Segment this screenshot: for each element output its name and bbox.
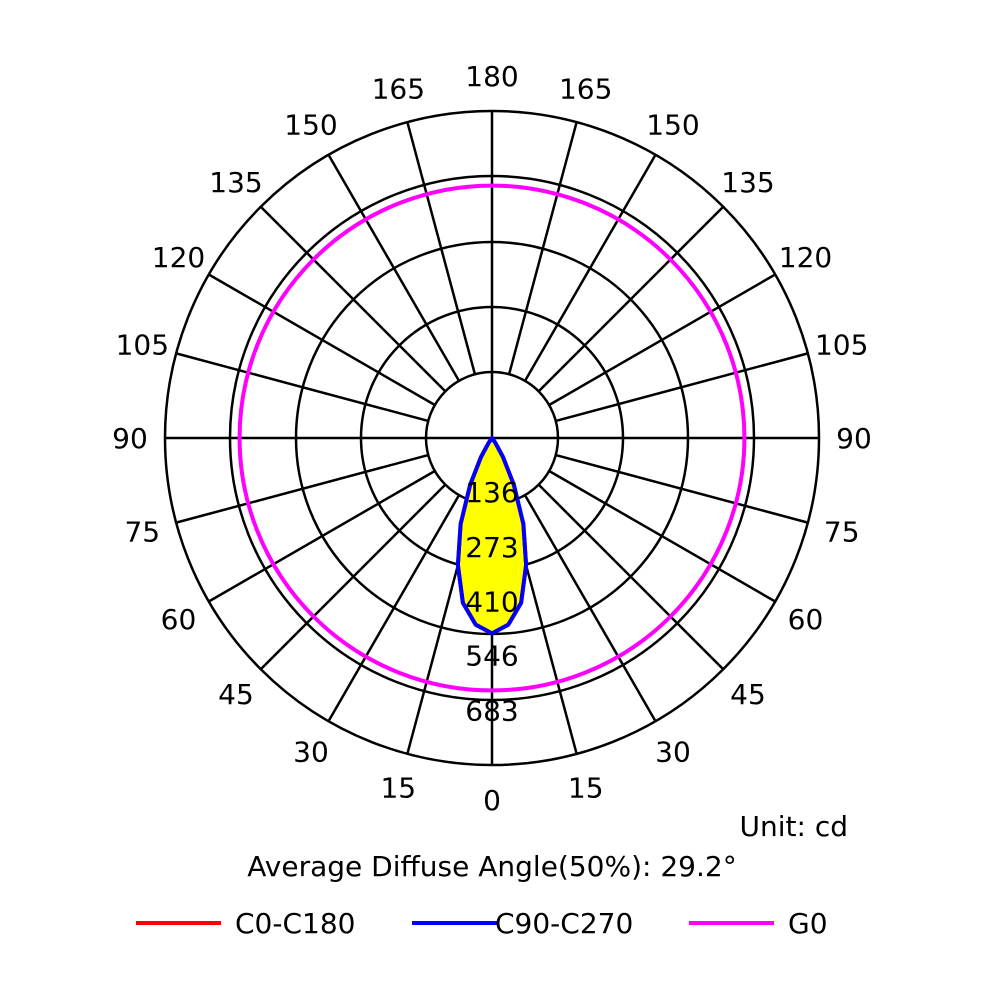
grid-spoke-135 — [537, 205, 725, 393]
angle-label-left-120: 120 — [152, 241, 205, 274]
legend-label-c0-c180: C0-C180 — [235, 907, 355, 940]
angle-label-right-15: 15 — [568, 772, 604, 805]
angle-label-right-60: 60 — [788, 603, 824, 636]
angle-label-left-30: 30 — [293, 736, 329, 769]
angle-label-top-180: 180 — [465, 60, 518, 93]
angle-label-left-90: 90 — [112, 422, 148, 455]
angle-label-left-135: 135 — [209, 166, 262, 199]
grid-spoke-75 — [555, 453, 809, 524]
radial-tick-label-273: 273 — [465, 531, 518, 564]
series-curve-c90-c270 — [455, 436, 529, 636]
grid-spoke-195 — [406, 121, 477, 375]
grid-spoke-225 — [259, 205, 447, 393]
legend: C0-C180 C90-C270 G0 — [136, 907, 828, 940]
grid-spoke-210 — [327, 154, 461, 382]
angle-label-right-30: 30 — [655, 736, 691, 769]
angle-tick-labels: 0 180 15 30 45 60 75 90 105 120 135 150 165 15 30 45 60 7… — [112, 60, 872, 817]
diffuse-angle-label: Average Diffuse Angle(50%): 29.2° — [247, 850, 736, 883]
grid-spoke-150 — [523, 154, 657, 382]
intensity-fill — [457, 438, 527, 634]
angle-label-left-165: 165 — [372, 72, 425, 105]
angle-label-right-120: 120 — [779, 241, 832, 274]
angle-label-left-105: 105 — [116, 328, 169, 361]
angle-label-left-75: 75 — [124, 516, 160, 549]
angle-label-right-45: 45 — [730, 678, 766, 711]
grid-spoke-330 — [327, 494, 461, 722]
intensity-fill-area — [457, 438, 527, 634]
angle-label-right-75: 75 — [824, 516, 860, 549]
angle-label-left-150: 150 — [284, 109, 337, 142]
radial-tick-label-136: 136 — [465, 476, 518, 509]
legend-label-c90-c270: C90-C270 — [495, 907, 633, 940]
radial-tick-labels: 136 273 410 546 683 — [465, 476, 518, 727]
angle-label-right-135: 135 — [721, 166, 774, 199]
grid-spoke-285 — [175, 453, 429, 524]
grid-spoke-240 — [208, 273, 436, 407]
angle-label-left-45: 45 — [218, 678, 254, 711]
angle-label-right-150: 150 — [646, 109, 699, 142]
radial-tick-label-546: 546 — [465, 640, 518, 673]
polar-grid — [163, 109, 821, 767]
series-curves — [237, 183, 747, 693]
angle-label-bottom-0: 0 — [483, 784, 501, 817]
unit-label: Unit: cd — [740, 810, 849, 843]
series-curve-g0 — [237, 183, 747, 693]
angle-label-left-60: 60 — [161, 603, 197, 636]
legend-label-g0: G0 — [788, 907, 828, 940]
angle-label-left-15: 15 — [380, 772, 416, 805]
angle-label-right-165: 165 — [559, 72, 612, 105]
angle-label-right-90: 90 — [836, 422, 872, 455]
radial-tick-label-410: 410 — [465, 586, 518, 619]
grid-spoke-300 — [208, 469, 436, 603]
grid-spoke-120 — [548, 273, 776, 407]
grid-spoke-45 — [537, 483, 725, 671]
grid-spoke-30 — [523, 494, 657, 722]
grid-spoke-60 — [548, 469, 776, 603]
radial-tick-label-683: 683 — [465, 694, 518, 727]
grid-spoke-255 — [175, 352, 429, 423]
grid-spoke-105 — [555, 352, 809, 423]
grid-spoke-165 — [507, 121, 578, 375]
grid-spoke-315 — [259, 483, 447, 671]
angle-label-right-105: 105 — [815, 328, 868, 361]
